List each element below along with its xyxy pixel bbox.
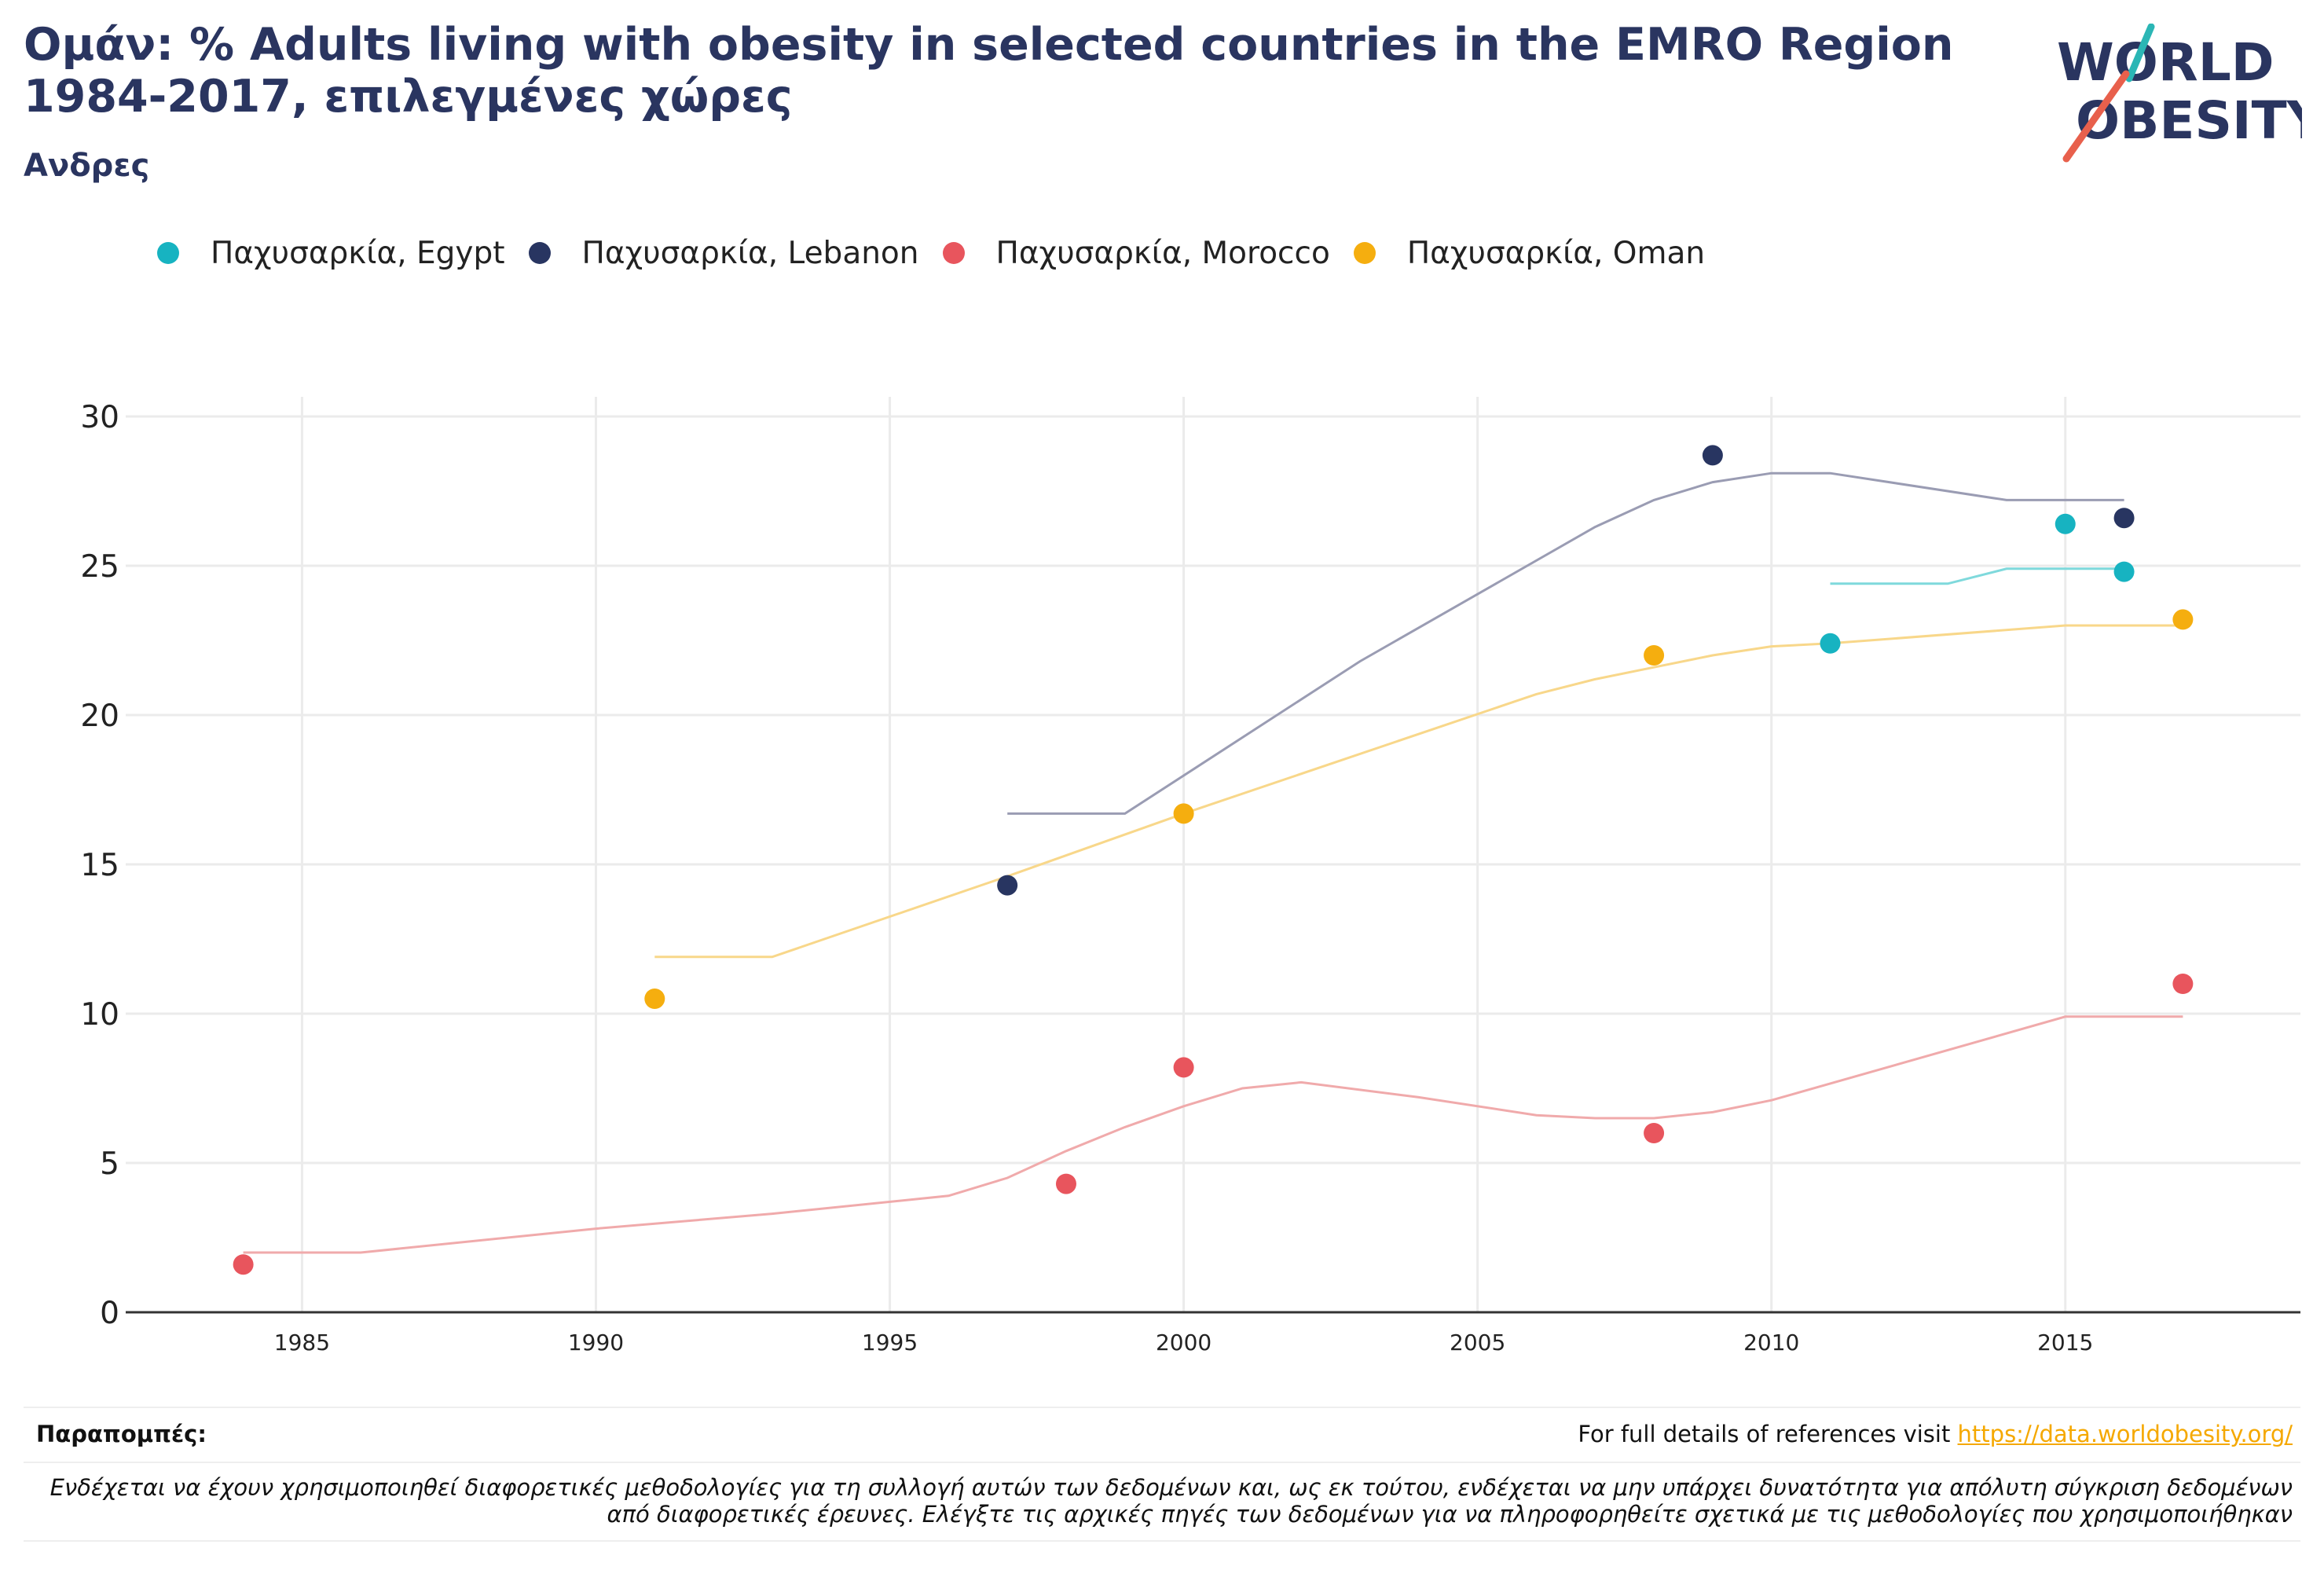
data-point	[2055, 513, 2076, 534]
logo-line1: WORLD	[2057, 32, 2275, 93]
data-point	[644, 989, 665, 1009]
data-point	[1173, 1057, 1194, 1078]
y-tick-label: 25	[80, 549, 119, 585]
legend-marker	[528, 242, 551, 264]
y-tick-label: 0	[100, 1296, 119, 1331]
chart-subtitle: Ανδρες	[24, 148, 150, 184]
methodology-disclaimer: Ενδέχεται να έχουν χρησιμοποιηθεί διαφορ…	[49, 1474, 2293, 1528]
data-point	[233, 1254, 254, 1275]
data-point	[1173, 803, 1194, 824]
axes: 0 5 10 15 20 25 30 1985 1990 1995 2000 2005 2010 2015	[80, 400, 2300, 1355]
trend-line	[243, 1015, 2183, 1254]
x-tick-label: 2015	[2037, 1330, 2093, 1355]
data-point	[2172, 609, 2194, 630]
legend-item[interactable]: Παχυσαρκία, Morocco	[942, 235, 1330, 271]
data-point	[2172, 974, 2194, 994]
x-tick-label: 1985	[274, 1330, 330, 1355]
data-points	[233, 445, 2194, 1275]
legend-label: Παχυσαρκία, Egypt	[211, 235, 505, 271]
trend-line	[1830, 567, 2124, 585]
legend-marker	[1353, 242, 1376, 264]
logo-line2: OBESITY	[2076, 90, 2302, 151]
references-text: For full details of references visit	[1578, 1421, 1958, 1447]
y-tick-label: 30	[80, 400, 119, 435]
y-tick-label: 20	[80, 699, 119, 734]
data-point	[2113, 508, 2135, 529]
legend-item[interactable]: Παχυσαρκία, Egypt	[157, 236, 505, 271]
legend-item[interactable]: Παχυσαρκία, Oman	[1353, 235, 1706, 271]
chart-legend: Παχυσαρκία, Egypt Παχυσαρκία, Lebanon Παχυ…	[157, 229, 1728, 277]
grid-lines	[126, 397, 2300, 1312]
references-link[interactable]: https://data.worldobesity.org/	[1957, 1421, 2293, 1447]
references-label: Παραπομπές:	[36, 1421, 207, 1447]
logo-teal-slash	[2125, 24, 2155, 83]
y-tick-label: 15	[80, 848, 119, 883]
data-point	[1644, 1123, 1665, 1143]
y-tick-label: 5	[100, 1146, 119, 1182]
x-tick-label: 1990	[568, 1330, 624, 1355]
footer-divider-mid	[24, 1462, 2300, 1463]
trend-line	[654, 624, 2183, 959]
chart-title: Ομάν: % Adults living with obesity in se…	[24, 19, 1954, 123]
legend-item[interactable]: Παχυσαρκία, Lebanon	[528, 235, 919, 271]
data-point	[1702, 445, 1723, 466]
data-point	[997, 875, 1018, 896]
x-tick-label: 2005	[1450, 1330, 1505, 1355]
legend-label: Παχυσαρκία, Morocco	[995, 235, 1330, 271]
data-point	[1055, 1173, 1076, 1194]
x-tick-label: 1995	[862, 1330, 918, 1355]
legend-marker	[157, 242, 179, 264]
legend-marker	[942, 242, 965, 264]
legend-label: Παχυσαρκία, Lebanon	[581, 235, 919, 271]
trend-line	[1007, 471, 2124, 815]
logo-red-slash	[2062, 70, 2130, 163]
x-tick-label: 2000	[1156, 1330, 1211, 1355]
footer-divider-bottom	[24, 1540, 2300, 1542]
references-note: For full details of references visit htt…	[1578, 1421, 2293, 1447]
footer-divider-top	[24, 1407, 2300, 1408]
trend-lines	[243, 471, 2183, 1254]
data-point	[2113, 561, 2135, 582]
x-tick-label: 2010	[1743, 1330, 1799, 1355]
data-point	[1644, 645, 1665, 666]
world-obesity-logo: WORLD OBESITY	[2057, 24, 2302, 163]
y-tick-label: 10	[80, 997, 119, 1033]
data-point	[1820, 633, 1841, 654]
legend-label: Παχυσαρκία, Oman	[1406, 235, 1706, 271]
